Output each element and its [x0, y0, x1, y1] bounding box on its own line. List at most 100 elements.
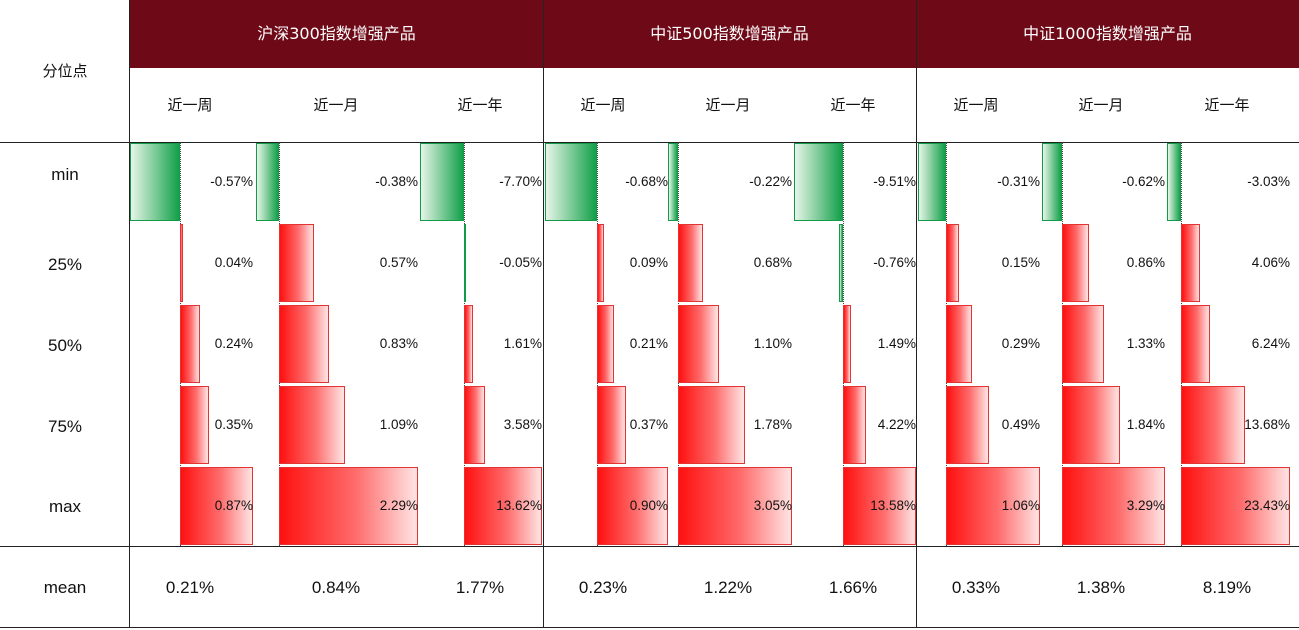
bar-7-25%: [1062, 224, 1089, 302]
period-hs300-week: 近一周: [167, 96, 213, 114]
value-label: 0.37%: [629, 417, 668, 432]
value-label: 6.24%: [1251, 336, 1290, 351]
header-bottom-rule: [0, 142, 1299, 143]
value-label: 1.78%: [753, 417, 792, 432]
col-divider-label: [129, 0, 130, 628]
bar-7-50%: [1062, 305, 1104, 383]
mean-top-rule: [0, 546, 1299, 547]
value-label: -3.03%: [1247, 174, 1290, 189]
value-label: 4.06%: [1251, 255, 1290, 270]
bar-2-max: [464, 467, 542, 545]
value-label: 0.35%: [214, 417, 253, 432]
value-label: 1.61%: [503, 336, 542, 351]
value-label: -0.05%: [499, 255, 542, 270]
bar-6-50%: [946, 305, 972, 383]
value-label: 1.10%: [753, 336, 792, 351]
bar-8-min: [1167, 143, 1181, 221]
period-zz1000-year: 近一年: [1204, 96, 1250, 114]
value-label: 3.05%: [753, 498, 792, 513]
bar-3-75%: [597, 386, 627, 464]
value-label: 0.04%: [214, 255, 253, 270]
bar-5-max: [843, 467, 916, 545]
value-label: -0.62%: [1122, 174, 1165, 189]
value-label: 13.62%: [496, 498, 542, 513]
value-label: 1.84%: [1126, 417, 1165, 432]
value-label: 0.68%: [753, 255, 792, 270]
bar-7-max: [1062, 467, 1165, 545]
bar-1-max: [279, 467, 418, 545]
header-band: [130, 0, 1299, 68]
row-label-min: min: [51, 165, 79, 184]
bar-4-max: [678, 467, 792, 545]
mean-zz500-week: 0.23%: [578, 578, 628, 597]
value-label: 4.22%: [877, 417, 916, 432]
bar-1-25%: [279, 224, 314, 302]
bar-0-max: [180, 467, 253, 545]
col-divider-group2: [916, 0, 917, 628]
value-label: 13.58%: [870, 498, 916, 513]
value-label: -7.70%: [499, 174, 542, 189]
bar-1-50%: [279, 305, 330, 383]
bar-0-50%: [180, 305, 201, 383]
value-label: 0.86%: [1126, 255, 1165, 270]
mean-zz500-year: 1.66%: [828, 578, 878, 597]
group-title-hs300: 沪深300指数增强产品: [257, 24, 416, 43]
bar-0-min: [130, 143, 180, 221]
bar-6-max: [946, 467, 1040, 545]
value-label: -0.38%: [375, 174, 418, 189]
value-label: 0.21%: [629, 336, 668, 351]
value-label: 3.29%: [1126, 498, 1165, 513]
bar-4-min: [668, 143, 678, 221]
period-zz500-year: 近一年: [830, 96, 876, 114]
bar-5-75%: [843, 386, 866, 464]
group-title-zz1000: 中证1000指数增强产品: [1023, 24, 1192, 43]
value-label: -9.51%: [873, 174, 916, 189]
value-label: 0.83%: [379, 336, 418, 351]
bar-2-25%: [463, 224, 466, 302]
value-label: -0.57%: [210, 174, 253, 189]
bar-0-25%: [180, 224, 184, 302]
value-label: -0.31%: [997, 174, 1040, 189]
period-hs300-month: 近一月: [313, 96, 359, 114]
mean-zz500-month: 1.22%: [703, 578, 753, 597]
bar-4-50%: [678, 305, 720, 383]
value-label: 0.29%: [1001, 336, 1040, 351]
bar-0-75%: [180, 386, 210, 464]
mean-hs300-year: 1.77%: [455, 578, 505, 597]
value-label: 0.49%: [1001, 417, 1040, 432]
corner-label: 分位点: [42, 62, 88, 80]
row-label-mean: mean: [43, 578, 87, 597]
bar-3-min: [545, 143, 597, 221]
bar-4-25%: [678, 224, 704, 302]
bar-6-25%: [946, 224, 960, 302]
value-label: 3.58%: [503, 417, 542, 432]
value-label: 0.57%: [379, 255, 418, 270]
row-label-max: max: [48, 497, 82, 516]
period-zz1000-week: 近一周: [953, 96, 999, 114]
period-zz500-week: 近一周: [580, 96, 626, 114]
bar-8-25%: [1181, 224, 1200, 302]
row-label-p25: 25%: [47, 255, 83, 274]
col-divider-group1: [543, 0, 544, 628]
value-label: 1.06%: [1001, 498, 1040, 513]
value-label: 1.09%: [379, 417, 418, 432]
bar-5-min: [794, 143, 843, 221]
bar-6-min: [918, 143, 946, 221]
value-label: 0.24%: [214, 336, 253, 351]
bar-7-min: [1042, 143, 1062, 221]
value-label: 0.15%: [1001, 255, 1040, 270]
value-label: 13.68%: [1244, 417, 1290, 432]
bar-2-50%: [464, 305, 474, 383]
value-label: 1.33%: [1126, 336, 1165, 351]
value-label: -0.76%: [873, 255, 916, 270]
period-hs300-year: 近一年: [457, 96, 503, 114]
value-label: 0.90%: [629, 498, 668, 513]
bar-1-75%: [279, 386, 346, 464]
bar-7-75%: [1062, 386, 1120, 464]
value-label: 0.09%: [629, 255, 668, 270]
mean-hs300-month: 0.84%: [311, 578, 361, 597]
value-label: 2.29%: [379, 498, 418, 513]
bar-3-max: [597, 467, 668, 545]
bar-3-25%: [597, 224, 605, 302]
row-label-p75: 75%: [47, 417, 83, 436]
